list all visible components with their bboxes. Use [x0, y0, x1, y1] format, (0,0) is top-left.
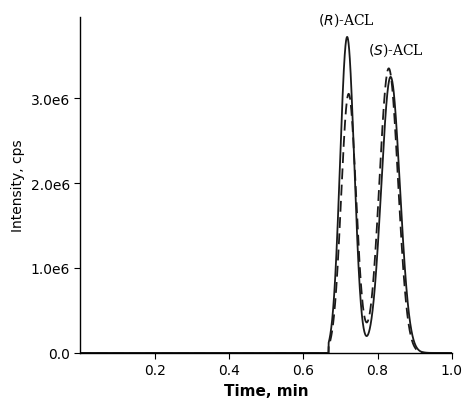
Text: $\it{(S}$)-ACL: $\it{(S}$)-ACL: [367, 41, 423, 59]
X-axis label: Time, min: Time, min: [224, 383, 309, 398]
Text: $\it{(R}$)-ACL: $\it{(R}$)-ACL: [318, 12, 374, 29]
Y-axis label: Intensity, cps: Intensity, cps: [11, 139, 25, 232]
